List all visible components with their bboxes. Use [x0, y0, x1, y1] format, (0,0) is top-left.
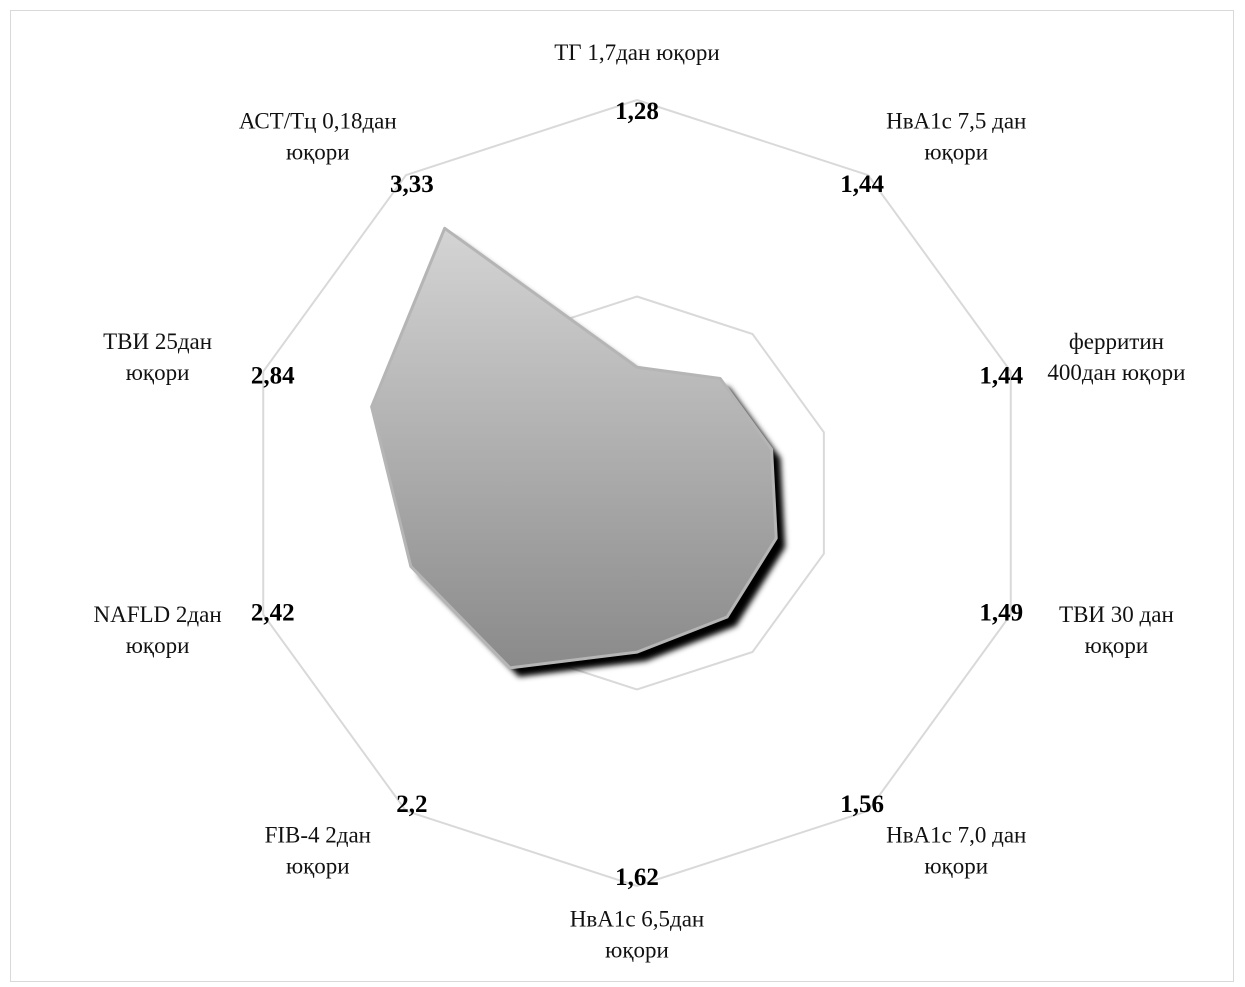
category-label: НвА1с 7,5 дан: [886, 109, 1026, 134]
category-label: юқори: [286, 853, 350, 878]
category-label: FIB-4 2дан: [265, 822, 371, 847]
category-label: юқори: [126, 633, 190, 658]
category-labels: ТГ 1,7дан юқори НвА1с 7,5 дан юқори феррити…: [94, 40, 1186, 963]
category-label: NAFLD 2дан: [94, 602, 222, 627]
category-label: юқори: [924, 853, 988, 878]
category-label: ТГ 1,7дан юқори: [554, 40, 719, 65]
category-label: юқори: [286, 140, 350, 165]
gridline-ring-2: [262, 98, 1012, 888]
radar-series: [370, 226, 786, 677]
category-label: ТВИ 30 дан: [1059, 602, 1174, 627]
data-label: 1,56: [840, 791, 884, 818]
category-label: АСТ/Тц 0,18дан: [239, 109, 397, 134]
category-label: НвА1с 7,0 дан: [886, 822, 1026, 847]
data-label: 2,42: [251, 599, 295, 626]
data-label: 1,28: [615, 98, 659, 125]
category-label: НвА1с 6,5дан: [570, 907, 705, 932]
category-label: ТВИ 25дан: [103, 329, 212, 354]
category-label: 400дан юқори: [1047, 360, 1185, 385]
series-area: [370, 226, 778, 670]
category-label: юқори: [1085, 633, 1149, 658]
data-label: 2,2: [396, 791, 427, 818]
data-labels: 1,28 1,44 1,44 1,49 1,56 1,62 2,2 2,42 2,84 3,33: [251, 98, 1024, 891]
category-label: юқори: [924, 140, 988, 165]
data-label: 1,44: [840, 171, 884, 198]
category-label: юқори: [605, 938, 669, 963]
data-label: 3,33: [390, 171, 434, 198]
category-label: ферритин: [1069, 329, 1164, 354]
data-label: 1,49: [979, 599, 1023, 626]
category-label: юқори: [126, 360, 190, 385]
data-label: 1,44: [979, 363, 1023, 390]
data-label: 1,62: [615, 864, 659, 891]
data-label: 2,84: [251, 363, 295, 390]
